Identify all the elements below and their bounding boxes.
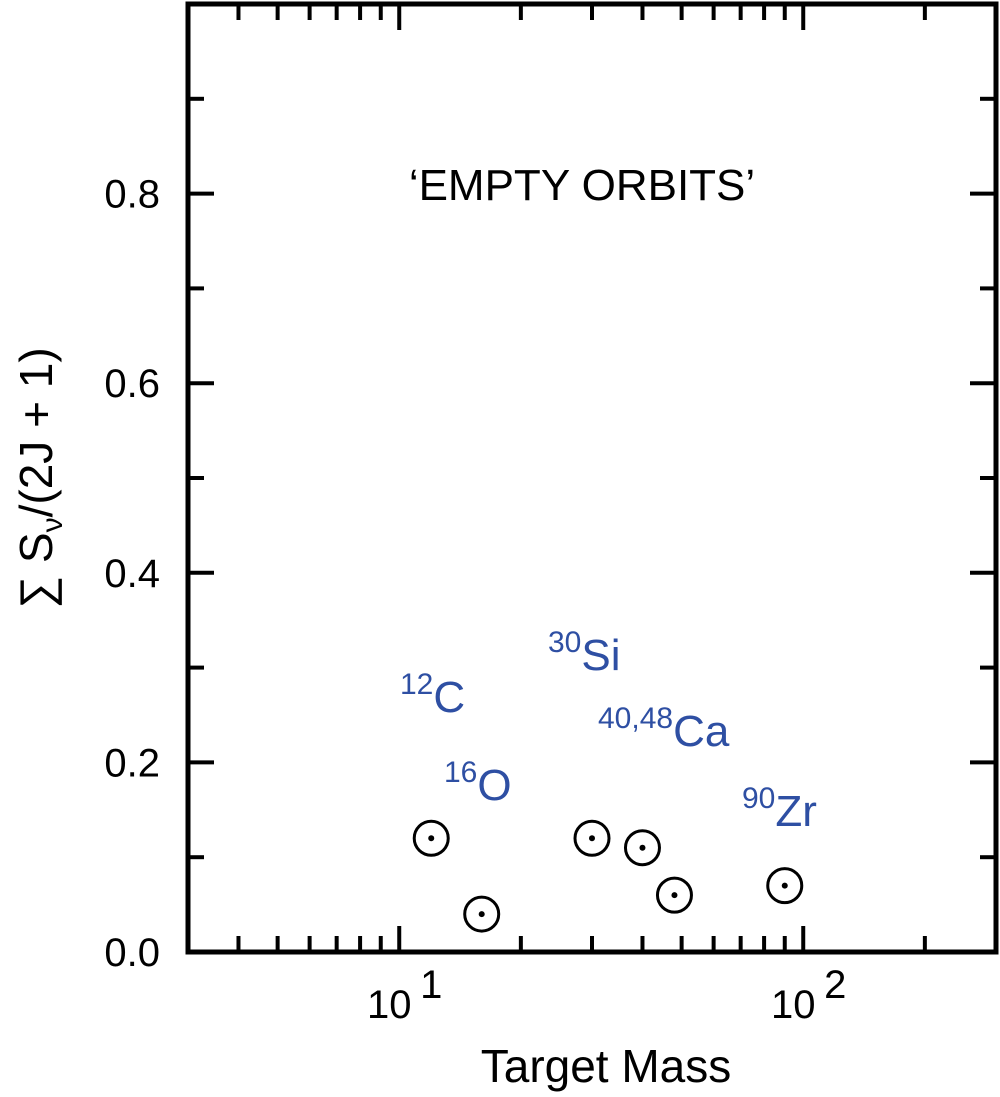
nuclide-symbol: Si [581,631,620,680]
y-tick-label: 0.8 [104,173,160,217]
data-points [412,819,804,933]
nuclide-symbol: Ca [673,707,730,756]
x-axis-title: Target Mass [481,1040,732,1092]
nuclide-mass-number: 12 [400,668,433,701]
y-tick-label: 0.6 [104,362,160,406]
ticks [186,4,998,952]
data-point [623,829,661,867]
y-tick-label: 0.4 [104,552,160,596]
data-point [766,867,804,905]
x-tick-label: 10 [367,983,412,1027]
nuclide-label: 30Si [548,626,621,680]
data-point [655,876,693,914]
y-axis-title: ∑ Sν/(2J + 1) [10,347,69,608]
nuclide-symbol: O [477,761,511,810]
y-tick-label: 0.0 [104,931,160,975]
nuclide-mass-number: 30 [548,626,581,659]
y-axis-title-suffix: /(2J + 1) [10,347,62,517]
data-point-center-dot [781,882,788,889]
nuclide-mass-number: 90 [742,782,775,815]
y-axis-title-prefix: ∑ S [10,532,62,608]
nuclide-label: 16O [444,756,512,810]
nuclide-label: 90Zr [742,782,817,836]
y-axis-title-subscript: ν [36,517,69,532]
plot-frame [185,1,999,955]
data-point-center-dot [478,911,485,918]
nuclide-symbol: Zr [775,787,817,836]
nuclide-symbol: C [433,673,465,722]
data-point-center-dot [639,844,646,851]
axis-labels: 0.00.20.40.60.810 1 10 2 [104,173,846,1027]
x-tick-label: 10 [771,983,816,1027]
nuclide-mass-number: 40,48 [598,702,673,735]
empty-orbits-annotation: ‘EMPTY ORBITS’ [409,161,755,210]
y-tick-label: 0.2 [104,741,160,785]
data-point-center-dot [589,835,595,842]
x-tick-label-exponent: 2 [824,963,846,1007]
data-point [412,819,450,857]
nuclide-mass-number: 16 [444,756,477,789]
nuclide-label: 40,48Ca [598,702,730,756]
data-point [573,819,611,857]
nuclide-label: 12C [400,668,465,722]
data-point [463,895,501,933]
data-point-center-dot [671,892,678,899]
data-point-center-dot [428,835,435,842]
x-tick-label-exponent: 1 [420,963,442,1007]
